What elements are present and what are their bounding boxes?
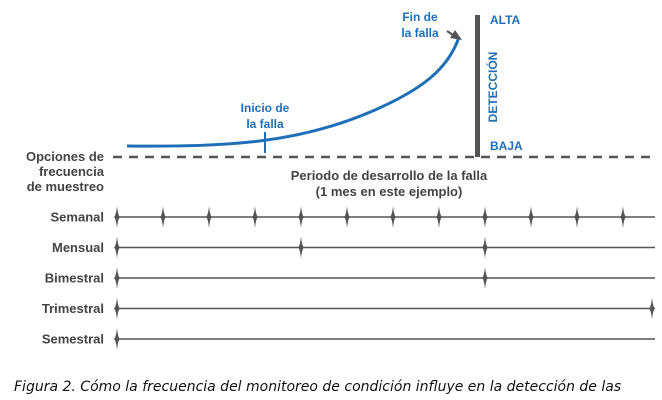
sample-mark-trimestral — [648, 297, 656, 320]
failure-curve — [126, 36, 461, 148]
failure-end-label-line2: la falla — [401, 26, 439, 40]
sample-mark-bimestral — [481, 267, 489, 289]
sample-mark-semanal — [297, 206, 305, 228]
sample-mark-mensual — [297, 236, 305, 259]
period-label-line2: (1 mes en este ejemplo) — [316, 184, 463, 199]
failure-start-label-line1: Inicio de — [241, 101, 290, 115]
detection-axis-label: DETECCIÓN — [485, 52, 500, 123]
sample-mark-semanal — [573, 206, 581, 228]
period-label-line1: Periodo de desarrollo de la falla — [291, 168, 488, 183]
sample-mark-mensual — [113, 236, 121, 259]
failure-start-label-line2: la falla — [246, 117, 284, 131]
row-label-mensual: Mensual — [52, 240, 104, 255]
sample-mark-semanal — [389, 206, 397, 228]
failure-end-arrowhead — [450, 30, 462, 40]
sample-mark-semanal — [481, 206, 489, 228]
sample-mark-semanal — [527, 206, 535, 228]
row-label-trimestral: Trimestral — [42, 301, 104, 316]
sample-mark-semanal — [159, 206, 167, 228]
sampling-header-line3: de muestreo — [27, 179, 104, 194]
sample-mark-semanal — [251, 206, 259, 228]
row-label-bimestral: Bimestral — [45, 271, 104, 286]
sample-mark-trimestral — [113, 297, 121, 320]
sample-mark-semanal — [343, 206, 351, 228]
detection-low-label: BAJA — [490, 139, 523, 153]
sample-mark-semanal — [205, 206, 213, 228]
sample-mark-semanal — [435, 206, 443, 228]
sample-mark-semanal — [619, 206, 627, 228]
row-label-semanal: Semanal — [51, 210, 104, 225]
sample-mark-semanal — [113, 206, 121, 228]
failure-end-label-line1: Fin de — [402, 10, 438, 24]
detection-high-label: ALTA — [490, 13, 521, 27]
row-label-semestral: Semestral — [42, 332, 104, 347]
sampling-header-line2: frecuencia — [39, 164, 105, 179]
figure-caption: Figura 2. Cómo la frecuencia del monitor… — [14, 379, 622, 395]
sample-mark-bimestral — [113, 267, 121, 289]
detection-scale-bar — [475, 15, 480, 157]
sample-mark-mensual — [481, 236, 489, 259]
sample-mark-semestral — [113, 328, 121, 350]
sampling-header-line1: Opciones de — [26, 149, 104, 164]
sampling-timelines: Semanal Mensual Bimestral Trimestral Semestr… — [42, 206, 656, 350]
